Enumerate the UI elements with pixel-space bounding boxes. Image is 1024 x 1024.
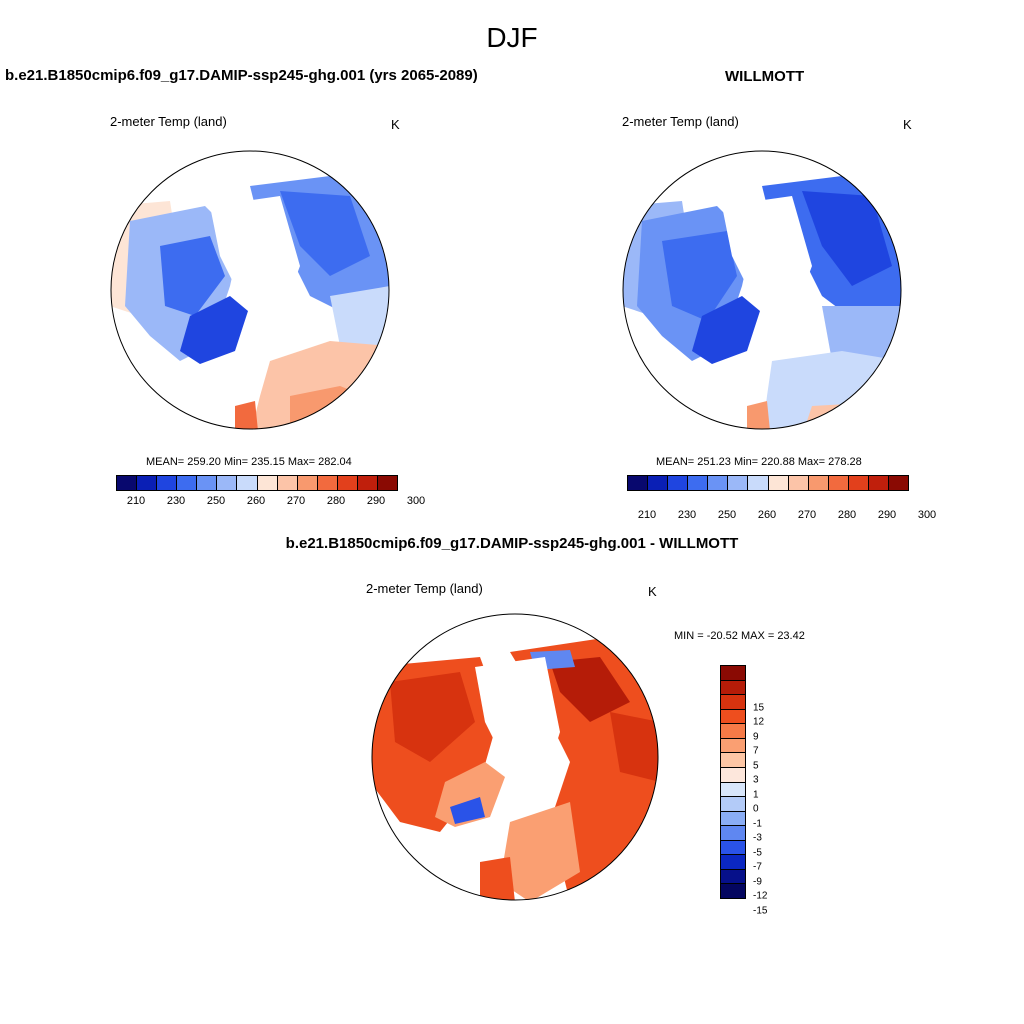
colorbar-swatch (721, 767, 745, 783)
model-units-label: K (391, 117, 400, 132)
colorbar-swatch (721, 855, 745, 870)
colorbar-tick-label: 280 (326, 495, 346, 507)
colorbar-swatch (728, 476, 749, 490)
diff-colorbar (720, 665, 746, 899)
colorbar-tick-label: -1 (753, 818, 762, 829)
colorbar-tick-label: -3 (753, 832, 762, 844)
colorbar-swatch (648, 476, 669, 490)
colorbar-swatch (721, 724, 745, 739)
model-polar-map (110, 150, 390, 430)
colorbar-tick-label: 300 (917, 509, 937, 521)
diff-panel-title: b.e21.B1850cmip6.f09_g17.DAMIP-ssp245-gh… (285, 535, 739, 552)
colorbar-swatch (117, 476, 138, 490)
colorbar-swatch (721, 680, 745, 696)
colorbar-swatch (277, 476, 298, 490)
colorbar-swatch (721, 738, 745, 754)
colorbar-swatch (237, 476, 258, 490)
colorbar-swatch (721, 811, 745, 827)
diff-stats: MIN = -20.52 MAX = 23.42 (674, 630, 805, 642)
obs-variable-label: 2-meter Temp (land) (622, 114, 739, 129)
model-variable-label: 2-meter Temp (land) (110, 114, 227, 129)
colorbar-tick-label: -15 (753, 905, 768, 916)
obs-polar-map (622, 150, 902, 430)
model-panel-title: b.e21.B1850cmip6.f09_g17.DAMIP-ssp245-gh… (5, 67, 478, 84)
colorbar-tick-label: 270 (286, 495, 306, 507)
colorbar-swatch (721, 797, 745, 812)
colorbar-swatch (768, 476, 789, 490)
colorbar-tick-label: 210 (637, 509, 657, 521)
colorbar-swatch (628, 476, 649, 490)
model-stats: MEAN= 259.20 Min= 235.15 Max= 282.04 (146, 456, 352, 468)
colorbar-swatch (137, 476, 158, 490)
colorbar-tick-label: 290 (877, 509, 897, 521)
diff-variable-label: 2-meter Temp (land) (366, 581, 483, 596)
colorbar-swatch (788, 476, 809, 490)
colorbar-tick-label: 7 (753, 745, 759, 757)
colorbar-tick-label: 260 (757, 509, 777, 521)
colorbar-tick-label: 15 (753, 702, 765, 713)
colorbar-tick-label: 300 (406, 495, 426, 507)
diff-polar-map (371, 613, 659, 901)
colorbar-tick-label: 230 (166, 495, 186, 507)
colorbar-tick-label: 260 (246, 495, 266, 507)
colorbar-swatch (808, 476, 829, 490)
obs-colorbar (627, 475, 909, 491)
colorbar-tick-label: 12 (753, 716, 765, 728)
obs-panel-title: WILLMOTT (725, 68, 805, 85)
colorbar-swatch (357, 476, 379, 490)
colorbar-swatch (721, 840, 745, 856)
model-colorbar (116, 475, 398, 491)
colorbar-tick-label: 280 (837, 509, 857, 521)
colorbar-swatch (748, 476, 769, 490)
colorbar-tick-label: 3 (753, 774, 759, 786)
colorbar-tick-label: -12 (753, 890, 768, 902)
colorbar-swatch (721, 709, 745, 725)
colorbar-swatch (177, 476, 198, 490)
colorbar-swatch (721, 869, 745, 885)
colorbar-tick-label: -5 (753, 847, 762, 858)
colorbar-tick-label: 250 (717, 509, 737, 521)
colorbar-swatch (217, 476, 238, 490)
colorbar-swatch (688, 476, 709, 490)
colorbar-swatch (828, 476, 849, 490)
colorbar-swatch (721, 695, 745, 710)
obs-colorbar-ticks: 210 230 250 260 270 280 290 300 (627, 509, 936, 523)
season-title: DJF (486, 22, 538, 53)
colorbar-swatch (889, 476, 909, 490)
colorbar-tick-label: 270 (797, 509, 817, 521)
colorbar-swatch (708, 476, 729, 490)
colorbar-swatch (848, 476, 869, 490)
colorbar-swatch (157, 476, 178, 490)
colorbar-tick-label: 210 (126, 495, 146, 507)
colorbar-swatch (721, 666, 745, 681)
colorbar-swatch (257, 476, 278, 490)
colorbar-swatch (721, 826, 745, 841)
colorbar-tick-label: 0 (753, 803, 759, 815)
colorbar-tick-label: 9 (753, 731, 759, 742)
colorbar-tick-label: -7 (753, 861, 762, 873)
colorbar-tick-label: 290 (366, 495, 386, 507)
colorbar-swatch (721, 884, 745, 898)
colorbar-swatch (378, 476, 398, 490)
colorbar-tick-label: 250 (206, 495, 226, 507)
colorbar-tick-label: 230 (677, 509, 697, 521)
colorbar-swatch (317, 476, 338, 490)
colorbar-tick-label: 5 (753, 760, 759, 771)
colorbar-tick-label: 1 (753, 789, 759, 800)
obs-stats: MEAN= 251.23 Min= 220.88 Max= 278.28 (656, 456, 862, 468)
colorbar-swatch (668, 476, 689, 490)
colorbar-swatch (197, 476, 218, 490)
diff-colorbar-ticks: 15 12 9 7 5 3 1 0 -1 -3 -5 -7 -9 -12 -15 (753, 693, 793, 925)
colorbar-swatch (721, 753, 745, 768)
colorbar-swatch (868, 476, 890, 490)
colorbar-swatch (337, 476, 358, 490)
colorbar-swatch (297, 476, 318, 490)
model-colorbar-ticks: 210 230 250 260 270 280 290 300 (116, 495, 425, 509)
obs-units-label: K (903, 117, 912, 132)
diff-units-label: K (648, 584, 657, 599)
colorbar-swatch (721, 782, 745, 798)
colorbar-tick-label: -9 (753, 876, 762, 887)
